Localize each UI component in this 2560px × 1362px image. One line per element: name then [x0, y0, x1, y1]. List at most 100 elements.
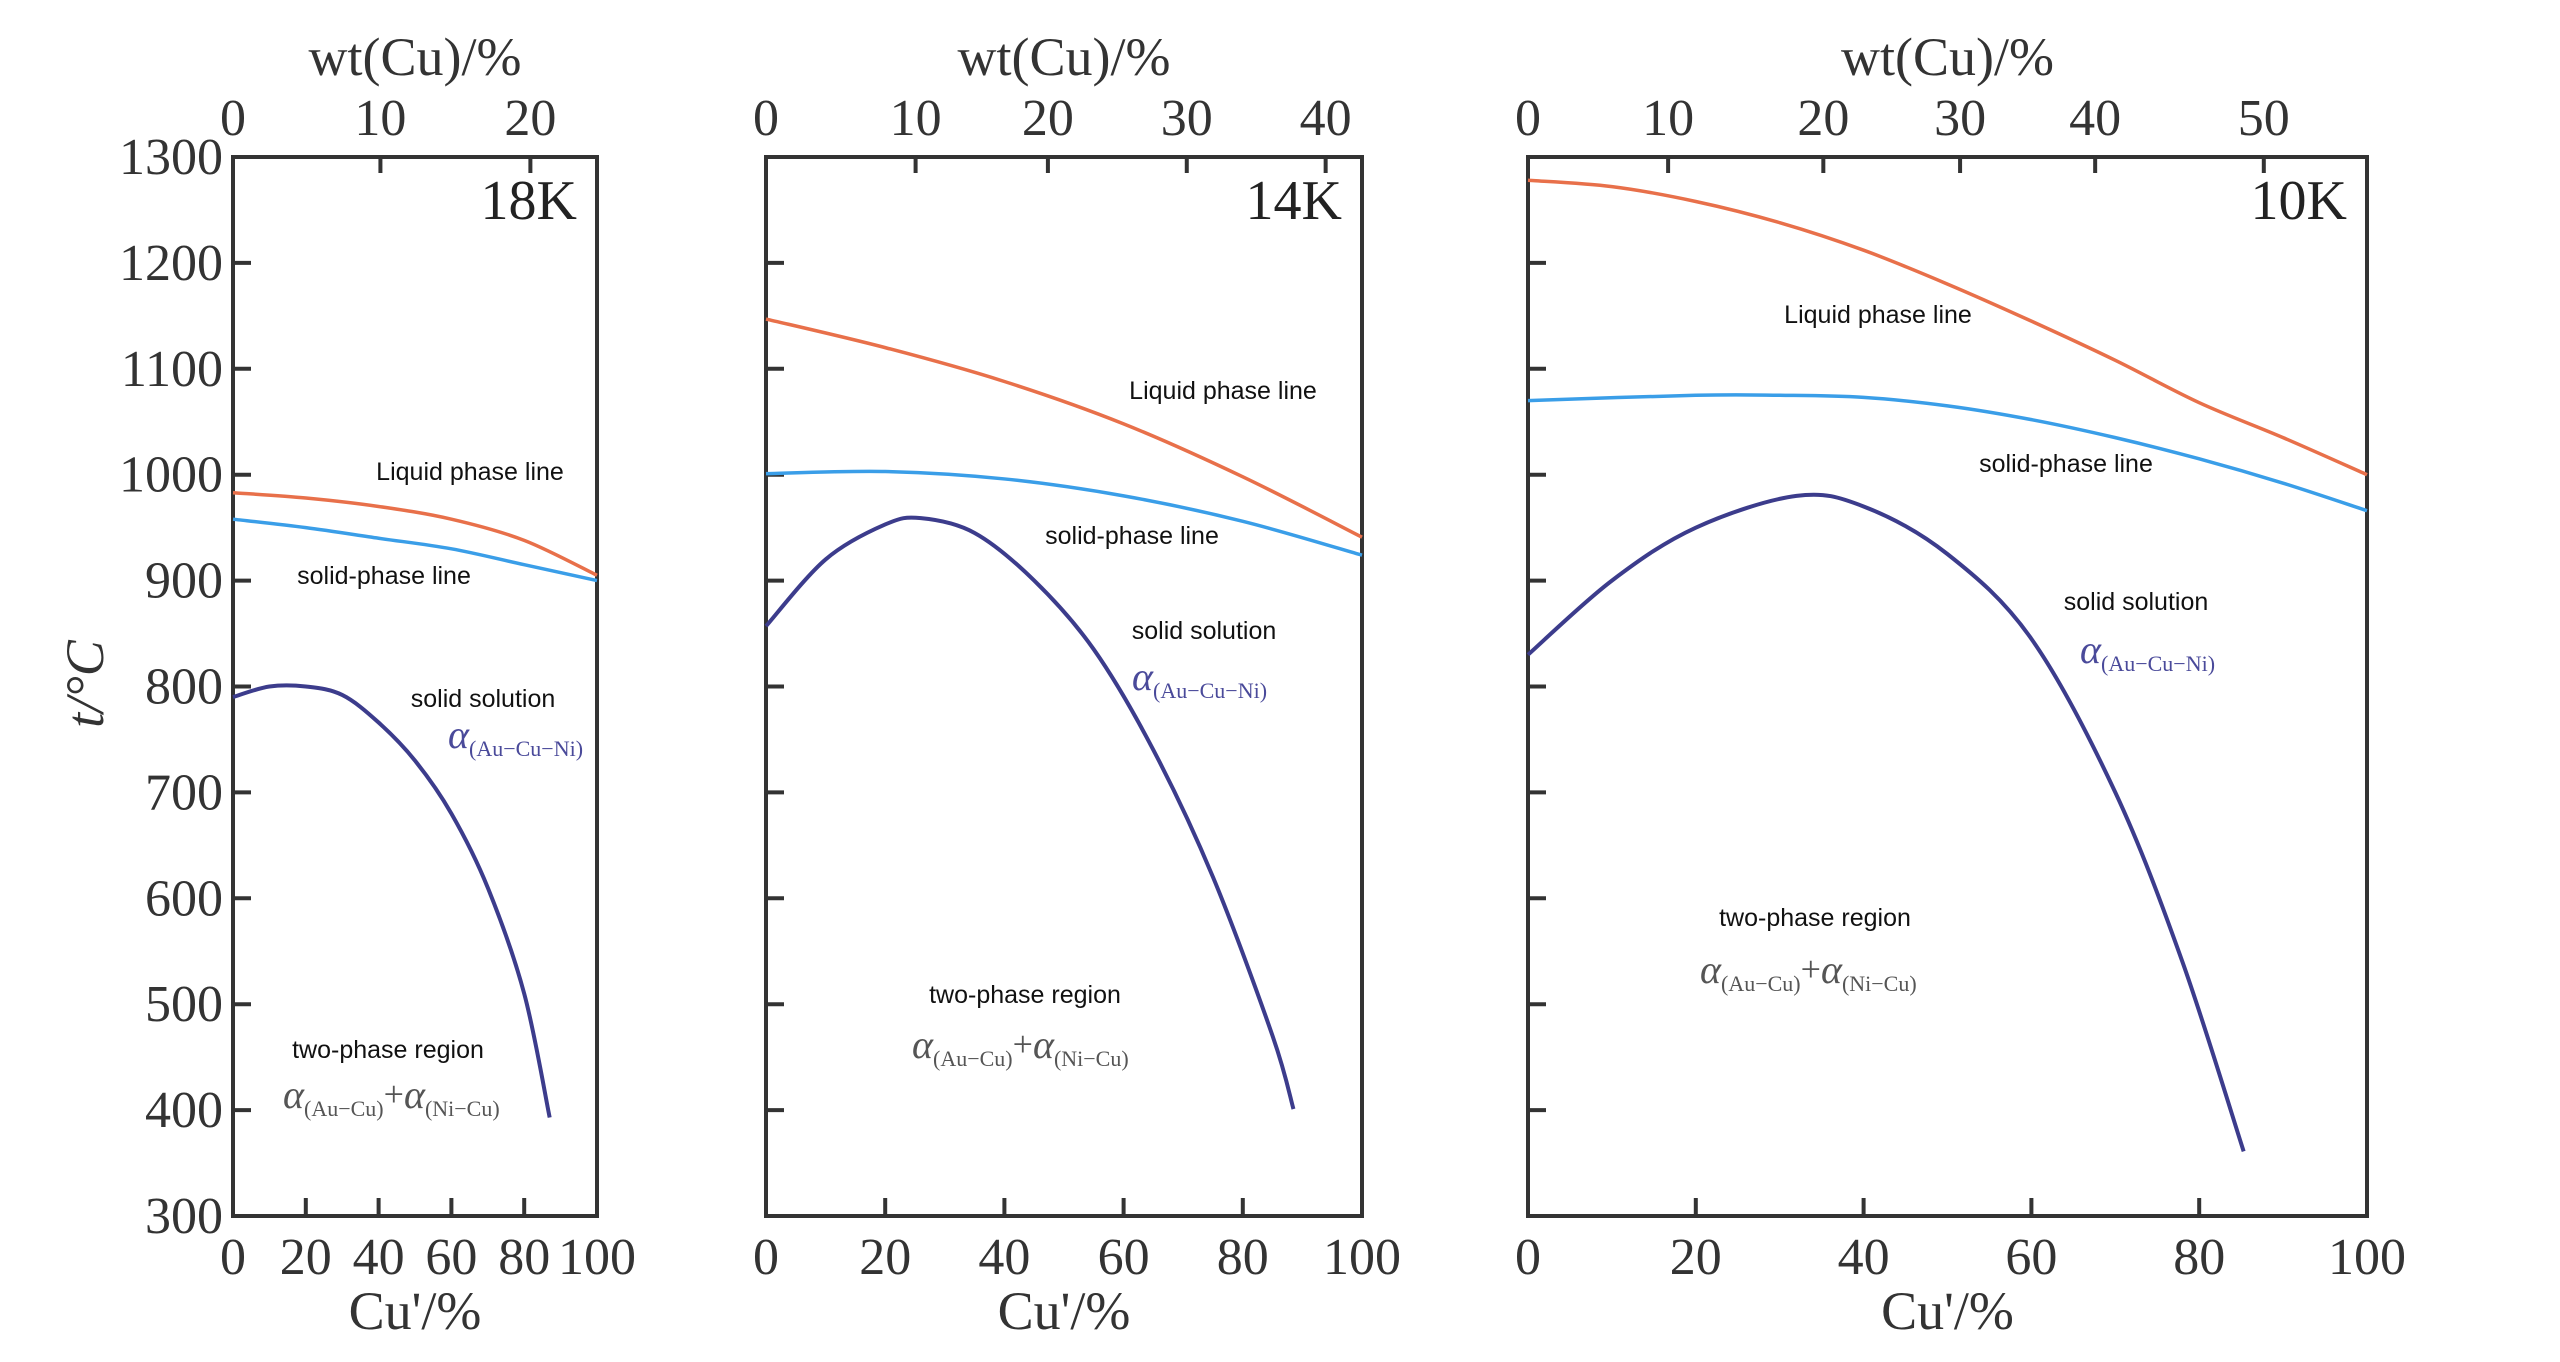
- liquidus-curve: [232, 490, 598, 577]
- x-tick-label: 80: [2173, 1229, 2225, 1286]
- liquidus-curve: [765, 317, 1363, 539]
- solvus-curve: [764, 515, 1296, 1110]
- alpha-subscript: (Au−Cu): [304, 1096, 384, 1121]
- alpha-symbol: α: [448, 712, 470, 757]
- liquidus-label: Liquid phase line: [1784, 301, 1972, 329]
- alpha-subscript: (Ni−Cu): [425, 1096, 500, 1121]
- solidus-label: solid-phase line: [297, 562, 471, 590]
- top-tick-label: 30: [1934, 90, 1986, 147]
- top-tick-label: 20: [1797, 90, 1849, 147]
- x-axis-label: Cu'/%: [349, 1281, 482, 1341]
- top-tick-label: 0: [1515, 90, 1541, 147]
- top-tick-label: 10: [890, 90, 942, 147]
- y-tick-label: 1300: [119, 129, 223, 186]
- liquidus-label: Liquid phase line: [1129, 377, 1317, 405]
- x-tick-label: 40: [978, 1229, 1030, 1286]
- y-tick-label: 1200: [119, 235, 223, 292]
- y-tick-label: 400: [145, 1082, 223, 1139]
- x-tick-label: 40: [353, 1229, 405, 1286]
- plus-sign: +: [1801, 949, 1821, 989]
- solid-solution-label: solid solution: [1132, 617, 1277, 645]
- solidus-label: solid-phase line: [1045, 522, 1219, 550]
- x-tick-label: 0: [753, 1229, 779, 1286]
- alpha-symbol: α: [1821, 947, 1843, 992]
- solidus-curve: [765, 469, 1363, 557]
- x-tick-label: 20: [280, 1229, 332, 1286]
- x-tick-label: 80: [498, 1229, 550, 1286]
- solid-solution-label: solid solution: [411, 685, 556, 713]
- alpha-subscript: (Au−Cu−Ni): [469, 736, 583, 761]
- top-tick-label: 40: [2069, 90, 2121, 147]
- top-axis-label: wt(Cu)/%: [309, 27, 522, 87]
- liquidus-label: Liquid phase line: [376, 458, 564, 486]
- x-tick-label: 20: [1670, 1229, 1722, 1286]
- alpha-symbol: α: [404, 1072, 426, 1117]
- top-tick-label: 40: [1300, 90, 1352, 147]
- alpha-subscript: (Ni−Cu): [1054, 1046, 1129, 1071]
- two-phase-formula: α(Au−Cu)+α(Ni−Cu): [912, 1022, 1129, 1071]
- top-tick-label: 0: [220, 90, 246, 147]
- top-tick-label: 30: [1161, 90, 1213, 147]
- panel-label: 14K: [1246, 170, 1342, 232]
- panel-label: 10K: [2251, 170, 2347, 232]
- x-tick-label: 100: [558, 1229, 636, 1286]
- two-phase-label: two-phase region: [1719, 904, 1911, 932]
- solvus-curve: [1526, 492, 2246, 1153]
- x-tick-label: 60: [2005, 1229, 2057, 1286]
- x-tick-label: 100: [1323, 1229, 1401, 1286]
- x-tick-label: 0: [220, 1229, 246, 1286]
- alpha-subscript: (Au−Cu−Ni): [2101, 651, 2215, 676]
- solidus-curve: [232, 517, 598, 583]
- x-tick-label: 80: [1217, 1229, 1269, 1286]
- x-tick-label: 40: [1838, 1229, 1890, 1286]
- two-phase-formula: α(Au−Cu)+α(Ni−Cu): [1700, 947, 1917, 996]
- alpha-subscript: (Au−Cu−Ni): [1153, 678, 1267, 703]
- y-tick-label: 900: [145, 553, 223, 610]
- alpha-subscript: (Ni−Cu): [1842, 971, 1917, 996]
- liquidus-curve: [1527, 178, 2368, 477]
- solid-solution-formula: α(Au−Cu−Ni): [1132, 654, 1267, 703]
- y-tick-label: 300: [145, 1188, 223, 1245]
- x-axis-label: Cu'/%: [998, 1281, 1131, 1341]
- alpha-symbol: α: [1700, 947, 1722, 992]
- solidus-label: solid-phase line: [1979, 450, 2153, 478]
- solid-solution-label: solid solution: [2064, 588, 2209, 616]
- two-phase-formula: α(Au−Cu)+α(Ni−Cu): [283, 1072, 500, 1121]
- solvus-curve: [232, 683, 552, 1118]
- alpha-symbol: α: [912, 1022, 934, 1067]
- top-tick-label: 0: [753, 90, 779, 147]
- two-phase-label: two-phase region: [292, 1036, 484, 1064]
- top-tick-label: 10: [354, 90, 406, 147]
- alpha-subscript: (Au−Cu): [1721, 971, 1801, 996]
- panel-10K: 0 20 40 60 80 100 Cu'/% 0 10 20 30 40 50 wt(Cu)/% 10K L…: [1515, 27, 2406, 1341]
- top-axis-label: wt(Cu)/%: [958, 27, 1171, 87]
- y-tick-label: 600: [145, 870, 223, 927]
- alpha-symbol: α: [2080, 627, 2102, 672]
- top-tick-label: 50: [2238, 90, 2290, 147]
- top-tick-label: 20: [1022, 90, 1074, 147]
- solid-solution-formula: α(Au−Cu−Ni): [2080, 627, 2215, 676]
- top-axis-label: wt(Cu)/%: [1841, 27, 2054, 87]
- plus-sign: +: [1013, 1024, 1033, 1064]
- plus-sign: +: [384, 1074, 404, 1114]
- solidus-curve: [1527, 393, 2368, 513]
- y-axis-label: t/°C: [55, 639, 115, 728]
- x-tick-label: 60: [425, 1229, 477, 1286]
- solid-solution-formula: α(Au−Cu−Ni): [448, 712, 583, 761]
- x-tick-label: 60: [1098, 1229, 1150, 1286]
- y-tick-label: 700: [145, 764, 223, 821]
- y-tick-label: 800: [145, 659, 223, 716]
- x-tick-label: 20: [859, 1229, 911, 1286]
- y-tick-label: 500: [145, 976, 223, 1033]
- panel-label: 18K: [481, 170, 577, 232]
- panel-14K: 0 20 40 60 80 100 Cu'/% 0 10 20 30 40 wt(Cu)/% 14K Liq…: [753, 27, 1401, 1341]
- top-tick-label: 10: [1642, 90, 1694, 147]
- y-tick-label: 1000: [119, 447, 223, 504]
- x-tick-label: 0: [1515, 1229, 1541, 1286]
- alpha-symbol: α: [283, 1072, 305, 1117]
- top-tick-label: 20: [504, 90, 556, 147]
- two-phase-label: two-phase region: [929, 981, 1121, 1009]
- x-axis-label: Cu'/%: [1881, 1281, 2014, 1341]
